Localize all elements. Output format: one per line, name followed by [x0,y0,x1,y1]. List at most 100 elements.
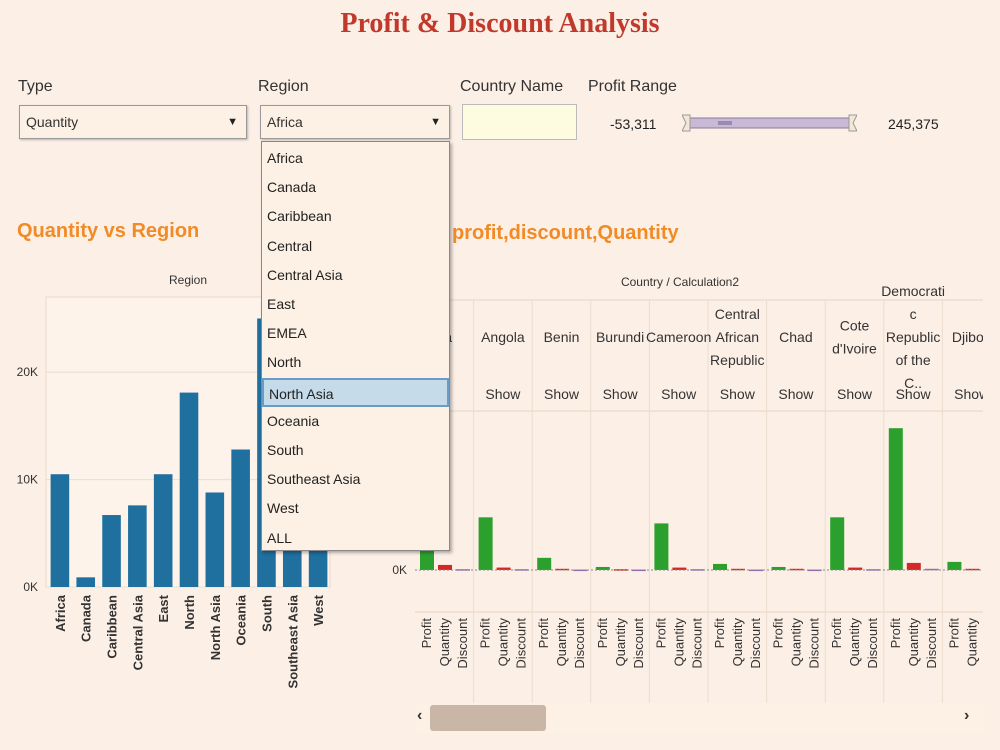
show-label[interactable]: Show [720,386,756,402]
measure-bar[interactable] [771,566,786,570]
measure-bar[interactable] [478,517,493,570]
region-option[interactable]: Africa [267,150,303,166]
measure-label: Quantity [730,618,745,667]
measure-bar[interactable] [420,545,434,570]
region-option[interactable]: Oceania [267,412,320,429]
x-tick-label: North Asia [208,594,223,660]
region-option[interactable]: Canada [267,179,317,196]
region-option[interactable]: ALL [267,529,292,546]
country-name-input[interactable] [462,104,577,140]
measure-label: Discount [572,618,587,669]
region-option[interactable]: West [267,500,299,517]
measure-label: Quantity [847,618,862,667]
measure-bar[interactable] [654,523,669,570]
measure-bar[interactable] [866,569,881,571]
measure-bar[interactable] [947,561,962,570]
measure-bar[interactable] [438,564,452,570]
type-label: Type [18,78,53,95]
region-bar[interactable] [102,515,121,587]
show-label[interactable]: Show [954,386,983,402]
measure-bar[interactable] [537,557,552,570]
profit-discount-quantity-chart: Country / Calculation20KriawProfitQuanti… [392,275,983,707]
measure-label: Discount [924,618,939,669]
profit-range-slider[interactable] [682,114,857,132]
scroll-right-icon[interactable]: › [964,707,970,724]
measure-label: Profit [536,618,551,649]
region-option[interactable]: EMEA [267,325,307,342]
profit-range-label: Profit Range [588,78,677,95]
measure-bar[interactable] [807,569,822,572]
country-name: Angola [481,329,525,345]
region-option[interactable]: Central [267,237,313,254]
show-label[interactable]: Show [544,386,580,402]
measure-bar[interactable] [830,517,845,570]
x-tick-label: Caribbean [105,595,120,659]
y-tick-label: 0K [23,580,38,594]
country-name: Central African Republic [710,306,764,368]
x-tick-label: Canada [79,594,94,642]
type-select[interactable]: Quantity ▼ [19,105,247,139]
show-label[interactable]: Show [837,386,873,402]
profit-range-max: 245,375 [888,116,939,132]
chevron-down-icon[interactable]: ▼ [227,116,238,128]
measure-label: Profit [829,618,844,649]
x-tick-label: Southeast Asia [285,594,300,688]
x-tick-label: North [182,595,197,630]
region-bar[interactable] [153,474,173,587]
chevron-down-icon[interactable]: ▼ [430,116,441,128]
slider-min-handle[interactable] [682,114,691,132]
region-dropdown-list[interactable]: Africa Canada Caribbean Central Central Asia… [261,141,450,551]
country-name: Cote d'Ivoire [832,318,877,357]
country-name: Cameroon [646,329,711,345]
measure-bar[interactable] [713,563,727,570]
measure-bar[interactable] [496,567,511,570]
region-bar[interactable] [231,449,250,587]
region-option[interactable]: North Asia [262,377,449,407]
x-tick-label: Africa [53,594,68,632]
measure-bar[interactable] [514,569,529,571]
region-bar[interactable] [76,577,96,587]
region-option[interactable]: Central Asia [267,266,343,283]
scroll-thumb[interactable] [430,705,546,731]
measure-bar[interactable] [888,428,903,570]
x-tick-label: West [311,594,326,625]
region-bar[interactable] [50,474,70,587]
measure-bar[interactable] [690,569,705,571]
measure-label: Profit [888,618,903,649]
region-select[interactable]: Africa ▼ [260,105,450,139]
region-bar[interactable] [205,492,225,587]
measure-bar[interactable] [555,568,570,571]
region-bar[interactable] [308,544,328,587]
region-option[interactable]: North [267,354,302,371]
region-select-value: Africa [267,114,303,130]
x-tick-label: East [156,594,171,622]
scroll-left-icon[interactable]: ‹ [417,707,423,724]
measure-bar[interactable] [672,567,687,570]
region-option[interactable]: Caribbean [267,208,332,225]
show-label[interactable]: Show [661,386,697,402]
measure-label: Profit [771,618,786,649]
country-name: Democrati c Republic of the C.. [881,283,945,391]
measure-label: Discount [865,618,880,669]
show-label[interactable]: Show [896,386,932,402]
show-label[interactable]: Show [778,386,814,402]
show-label[interactable]: Show [603,386,639,402]
region-option[interactable]: East [267,296,296,312]
slider-max-handle[interactable] [848,114,857,132]
y-zero-label: 0K [392,563,407,577]
region-bar[interactable] [179,392,199,587]
region-option[interactable]: South [267,442,304,458]
region-bar[interactable] [128,505,147,587]
measure-bar[interactable] [631,569,646,572]
show-label[interactable]: Show [485,386,521,402]
measure-label: Quantity [671,618,686,667]
country-name: Burundi [596,329,644,345]
region-label: Region [258,78,309,95]
measure-bar[interactable] [848,567,863,570]
measure-label: Quantity [496,618,511,667]
region-option[interactable]: Southeast Asia [267,471,361,488]
measure-bar[interactable] [906,562,921,570]
measure-bar[interactable] [731,568,745,571]
measure-bar[interactable] [595,566,610,570]
measure-label: Profit [478,618,493,649]
